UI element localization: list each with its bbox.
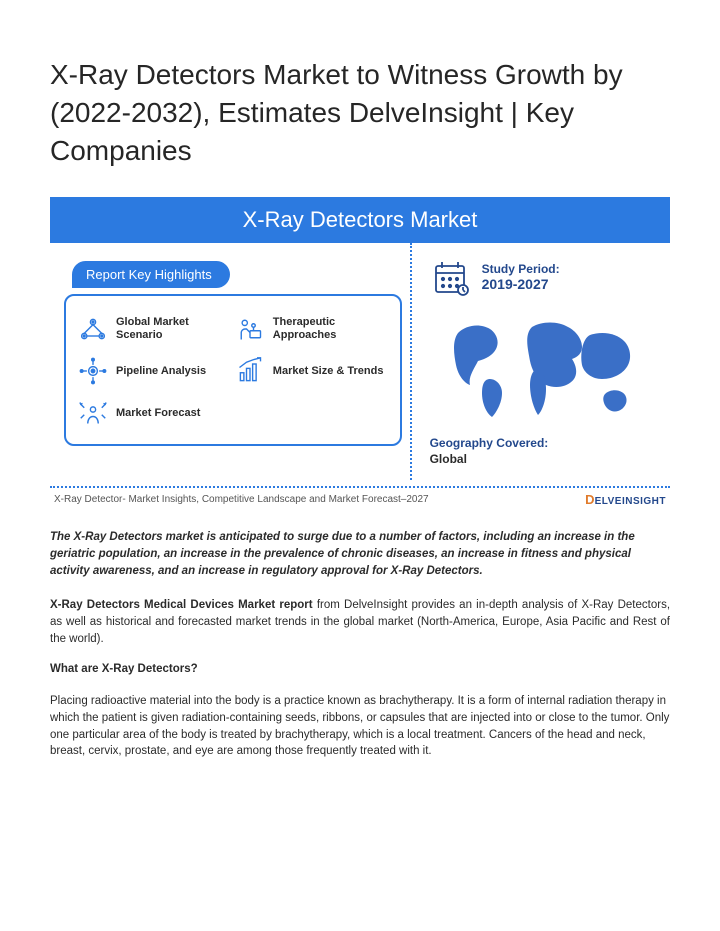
highlight-item: Market Size & Trends: [233, 350, 390, 392]
highlights-pill: Report Key Highlights: [72, 261, 230, 288]
trends-icon: [235, 356, 265, 386]
highlight-item: Global Market Scenario: [76, 308, 233, 350]
caption-row: X-Ray Detector- Market Insights, Competi…: [50, 492, 670, 511]
highlight-item: Market Forecast: [76, 392, 390, 434]
p2-lead: X-Ray Detectors Medical Devices Market: [50, 599, 275, 611]
geo-value: Global: [430, 452, 660, 466]
divider: [50, 486, 670, 488]
infographic-body: Report Key Highlights Global Market Scen…: [50, 243, 670, 480]
highlight-item: Pipeline Analysis: [76, 350, 233, 392]
highlight-label: Market Size & Trends: [273, 365, 384, 378]
network-icon: [78, 314, 108, 344]
highlight-label: Pipeline Analysis: [116, 365, 206, 378]
calendar-icon: [430, 257, 470, 297]
infographic-card: X-Ray Detectors Market Report Key Highli…: [50, 197, 670, 511]
world-map: [430, 311, 660, 426]
highlight-item: Therapeutic Approaches: [233, 308, 390, 350]
geography: Geography Covered: Global: [430, 436, 660, 466]
answer-paragraph: Placing radioactive material into the bo…: [50, 693, 670, 760]
caption-text: X-Ray Detector- Market Insights, Competi…: [54, 494, 429, 505]
highlight-label: Therapeutic Approaches: [273, 316, 388, 342]
report-paragraph: X-Ray Detectors Medical Devices Market r…: [50, 597, 670, 647]
study-period: Study Period: 2019-2027: [430, 257, 660, 297]
study-value: 2019-2027: [482, 276, 560, 292]
therapy-icon: [235, 314, 265, 344]
highlights-box: Global Market Scenario Therapeutic Appro…: [64, 294, 402, 446]
left-column: Report Key Highlights Global Market Scen…: [50, 243, 410, 480]
forecast-icon: [78, 398, 108, 428]
pipeline-icon: [78, 356, 108, 386]
study-label: Study Period:: [482, 262, 560, 276]
page-title: X-Ray Detectors Market to Witness Growth…: [50, 56, 670, 169]
logo-rest: ELVEINSIGHT: [595, 496, 666, 507]
banner-title: X-Ray Detectors Market: [50, 197, 670, 243]
logo-d: D: [585, 492, 594, 507]
highlight-label: Market Forecast: [116, 407, 200, 420]
question-heading: What are X-Ray Detectors?: [50, 663, 670, 675]
intro-paragraph: The X-Ray Detectors market is anticipate…: [50, 529, 670, 579]
p2-mid: report: [275, 599, 312, 611]
geo-label: Geography Covered:: [430, 436, 660, 450]
brand-logo: DELVEINSIGHT: [585, 492, 666, 507]
highlight-label: Global Market Scenario: [116, 316, 231, 342]
right-column: Study Period: 2019-2027 G: [410, 243, 670, 480]
